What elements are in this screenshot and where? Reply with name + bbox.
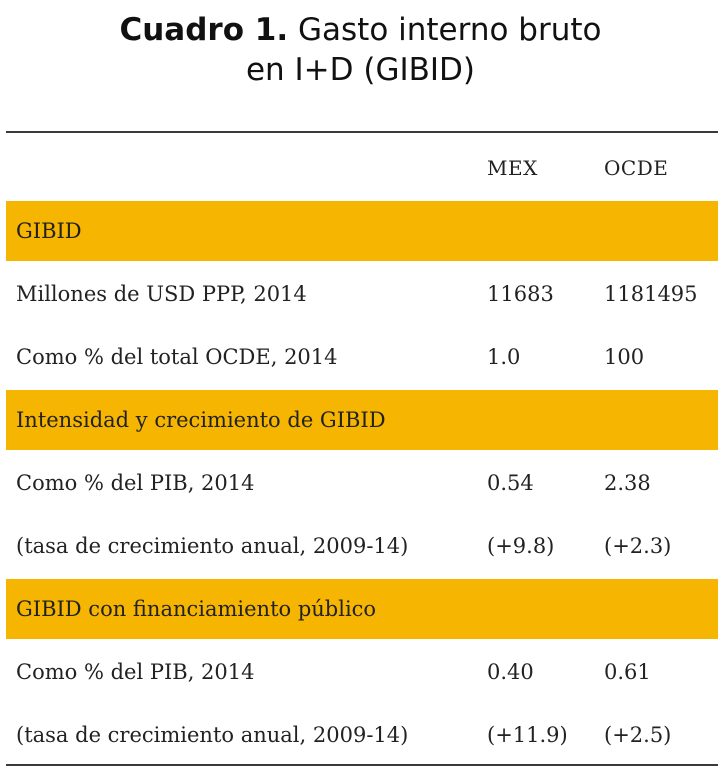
- title-line-2: en I+D (GIBID): [245, 52, 476, 88]
- mex-value: 1.0: [487, 345, 521, 369]
- section-title: GIBID con financiamiento público: [16, 597, 377, 621]
- section-header-gibid: GIBID: [6, 201, 718, 261]
- row-label: (tasa de crecimiento anual, 2009-14): [16, 723, 409, 747]
- section-header-financiamiento: GIBID con financiamiento público: [6, 579, 718, 639]
- table-row: Como % del total OCDE, 2014 1.0 100: [6, 327, 718, 387]
- row-label: (tasa de crecimiento anual, 2009-14): [16, 534, 409, 558]
- title-text-1: Gasto interno bruto: [288, 12, 602, 48]
- mex-value: 0.40: [487, 660, 534, 684]
- table-row: (tasa de crecimiento anual, 2009-14) (+1…: [6, 705, 718, 765]
- ocde-value: 0.61: [604, 660, 651, 684]
- bottom-rule: [6, 764, 718, 766]
- top-rule: [6, 131, 718, 133]
- mex-value: (+11.9): [487, 723, 568, 747]
- row-label: Como % del PIB, 2014: [16, 471, 255, 495]
- row-label: Millones de USD PPP, 2014: [16, 282, 307, 306]
- mex-value: 0.54: [487, 471, 534, 495]
- section-title: GIBID: [16, 219, 82, 243]
- column-header-mex: MEX: [487, 156, 538, 180]
- mex-value: 11683: [487, 282, 554, 306]
- row-label: Como % del total OCDE, 2014: [16, 345, 338, 369]
- title-number: Cuadro 1.: [119, 12, 289, 48]
- header-row: MEX OCDE: [6, 138, 718, 198]
- ocde-value: (+2.5): [604, 723, 672, 747]
- ocde-value: 100: [604, 345, 645, 369]
- table-row: Como % del PIB, 2014 0.54 2.38: [6, 453, 718, 513]
- table-row: (tasa de crecimiento anual, 2009-14) (+9…: [6, 516, 718, 576]
- section-title: Intensidad y crecimiento de GIBID: [16, 408, 386, 432]
- section-header-intensidad: Intensidad y crecimiento de GIBID: [6, 390, 718, 450]
- table-row: Como % del PIB, 2014 0.40 0.61: [6, 642, 718, 702]
- title-line-1: Cuadro 1. Gasto interno bruto: [0, 10, 721, 50]
- row-label: Como % del PIB, 2014: [16, 660, 255, 684]
- table-row: Millones de USD PPP, 2014 11683 1181495: [6, 264, 718, 324]
- ocde-value: (+2.3): [604, 534, 672, 558]
- ocde-value: 2.38: [604, 471, 651, 495]
- column-header-ocde: OCDE: [604, 156, 669, 180]
- ocde-value: 1181495: [604, 282, 698, 306]
- mex-value: (+9.8): [487, 534, 555, 558]
- table-title: Cuadro 1. Gasto interno bruto en I+D (GI…: [0, 10, 721, 90]
